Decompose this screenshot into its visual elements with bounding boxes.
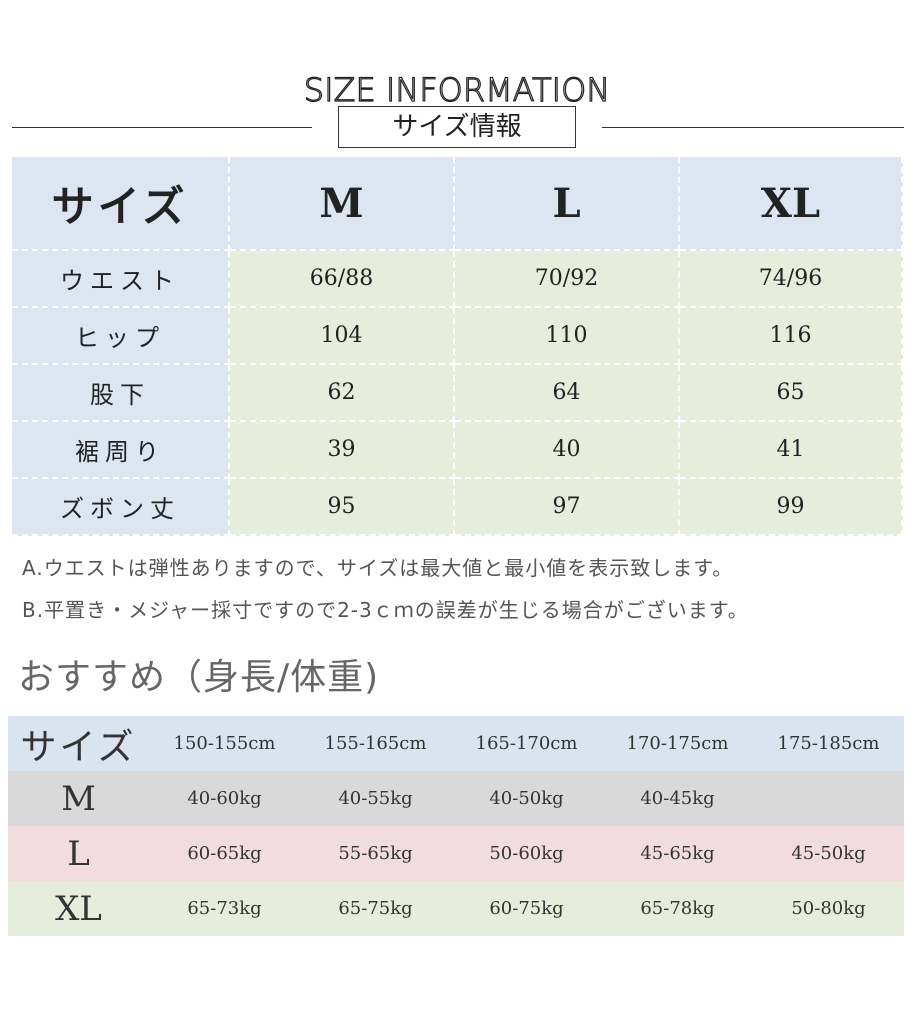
weight-range: 50-80kg [791, 898, 866, 919]
table-cell: 62 [230, 365, 455, 422]
weight-range: 65-73kg [187, 898, 262, 919]
table-cell: 116 [680, 308, 903, 365]
recommend-row-l: L 60-65kg 55-65kg 50-60kg 45-65kg 45-50k… [8, 826, 904, 881]
weight-range: 40-60kg [187, 788, 262, 809]
table-cell: 40 [455, 422, 680, 479]
size-header-l: L [455, 157, 680, 251]
recommend-row-xl: XL 65-73kg 65-75kg 60-75kg 65-78kg 50-80… [8, 881, 904, 936]
table-cell: 41 [680, 422, 903, 479]
weight-range: 45-65kg [640, 843, 715, 864]
note-measurement-error: B.平置き・メジャー採寸ですので2-3ｃｍの誤差が生じる場合がございます。 [22, 598, 749, 622]
table-row: ヒップ 104 110 116 [12, 308, 903, 365]
weight-range: 50-60kg [489, 843, 564, 864]
weight-range: 40-50kg [489, 788, 564, 809]
recommend-header-row: サイズ 150-155cm 155-165cm 165-170cm 170-17… [8, 716, 904, 771]
recommend-size-label: M [61, 778, 96, 819]
height-range: 155-165cm [324, 733, 427, 754]
header-rule-right [602, 127, 904, 128]
header-rule-left [12, 127, 312, 128]
table-row: ウエスト 66/88 70/92 74/96 [12, 251, 903, 308]
weight-range: 55-65kg [338, 843, 413, 864]
table-row: 股下 62 64 65 [12, 365, 903, 422]
table-cell: 99 [680, 479, 903, 536]
weight-range: 60-75kg [489, 898, 564, 919]
weight-range: 40-45kg [640, 788, 715, 809]
row-label-inseam: 股下 [12, 365, 230, 422]
table-cell: 110 [455, 308, 680, 365]
table-cell: 65 [680, 365, 903, 422]
note-elastic-waist: A.ウエストは弾性ありますので、サイズは最大値と最小値を表示致します。 [22, 556, 734, 580]
height-range: 165-170cm [475, 733, 578, 754]
size-table-header-row: サイズ M L XL [12, 157, 903, 251]
recommend-title: おすすめ（身長/体重) [18, 657, 380, 698]
table-cell: 66/88 [230, 251, 455, 308]
table-cell: 74/96 [680, 251, 903, 308]
table-cell: 95 [230, 479, 455, 536]
size-table: サイズ M L XL ウエスト 66/88 70/92 74/96 ヒップ 10… [12, 157, 903, 536]
size-header-label: サイズ [12, 157, 230, 251]
weight-range: 45-50kg [791, 843, 866, 864]
recommend-size-label: XL [55, 888, 102, 929]
height-range: 170-175cm [626, 733, 729, 754]
table-cell: 64 [455, 365, 680, 422]
row-label-hem: 裾周り [12, 422, 230, 479]
recommend-row-m: M 40-60kg 40-55kg 40-50kg 40-45kg [8, 771, 904, 826]
title-english: SIZE INFORMATION [303, 70, 611, 109]
size-header-xl: XL [680, 157, 903, 251]
row-label-hip: ヒップ [12, 308, 230, 365]
recommend-header-label: サイズ [20, 726, 137, 768]
weight-range: 40-55kg [338, 788, 413, 809]
table-cell: 97 [455, 479, 680, 536]
weight-range [753, 771, 904, 826]
height-range: 175-185cm [777, 733, 880, 754]
table-cell: 39 [230, 422, 455, 479]
row-label-length: ズボン丈 [12, 479, 230, 536]
title-japanese: サイズ情報 [338, 106, 576, 148]
table-row: 裾周り 39 40 41 [12, 422, 903, 479]
weight-range: 65-78kg [640, 898, 715, 919]
row-label-waist: ウエスト [12, 251, 230, 308]
weight-range: 65-75kg [338, 898, 413, 919]
size-header-m: M [230, 157, 455, 251]
table-cell: 104 [230, 308, 455, 365]
recommend-size-label: L [67, 833, 90, 874]
table-row: ズボン丈 95 97 99 [12, 479, 903, 536]
height-range: 150-155cm [173, 733, 276, 754]
weight-range: 60-65kg [187, 843, 262, 864]
recommend-table: サイズ 150-155cm 155-165cm 165-170cm 170-17… [8, 716, 904, 936]
table-cell: 70/92 [455, 251, 680, 308]
